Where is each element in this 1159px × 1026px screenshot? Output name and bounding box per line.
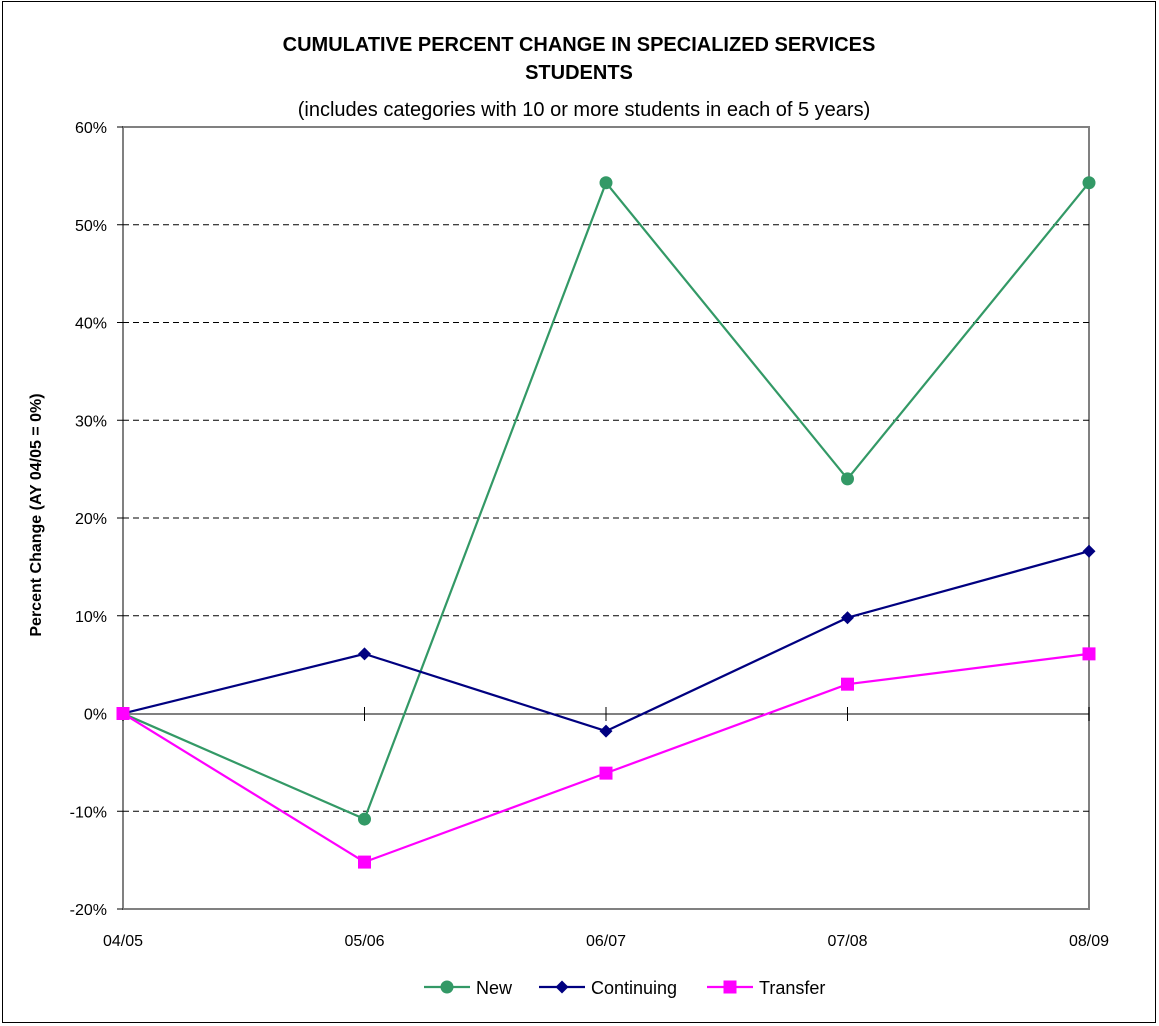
series-line-transfer [122, 652, 1090, 864]
chart-title-line2: STUDENTS [525, 62, 633, 84]
data-point-transfer [1082, 647, 1096, 661]
data-point-transfer [358, 855, 371, 869]
x-tick-label: 07/08 [827, 933, 867, 950]
chart-title: CUMULATIVE PERCENT CHANGE IN SPECIALIZED… [283, 34, 876, 56]
legend-marker-new [440, 980, 454, 994]
y-axis-label: Percent Change (AY 04/05 = 0%) [28, 393, 45, 636]
data-point-new [841, 472, 854, 486]
data-point-new [1082, 176, 1096, 190]
legend-label-new: New [476, 978, 513, 998]
data-point-transfer [116, 707, 130, 720]
y-tick-label: 20% [75, 511, 107, 528]
x-tick-label: 05/06 [344, 933, 384, 950]
data-point-continuing [841, 611, 854, 625]
y-tick-label: 60% [75, 120, 107, 137]
plot-area: -20% -10% 0% 10% 20% 30% 40% 50% 60% 04/05 05/06 06… [70, 120, 1109, 950]
data-point-continuing [599, 724, 613, 738]
data-point-transfer [599, 766, 613, 780]
data-point-transfer [841, 677, 854, 691]
legend-label-transfer: Transfer [759, 978, 825, 998]
legend-marker-continuing [555, 980, 569, 994]
y-tick-label: -20% [70, 902, 107, 919]
series-line-new [122, 180, 1090, 821]
x-tick-label: 06/07 [586, 933, 626, 950]
data-point-new [358, 812, 371, 826]
series-line-continuing [122, 550, 1090, 733]
y-tick-label: 30% [75, 413, 107, 430]
y-tick-label: 40% [75, 316, 107, 333]
y-tick-label: 10% [75, 609, 107, 626]
data-point-continuing [358, 647, 371, 661]
x-tick-label: 08/09 [1069, 933, 1109, 950]
data-point-continuing [1082, 544, 1096, 558]
legend-marker-transfer [723, 980, 737, 994]
y-tick-label: 50% [75, 218, 107, 235]
y-tick-label: 0% [84, 707, 107, 724]
chart-subtitle: (includes categories with 10 or more stu… [298, 99, 871, 121]
y-tick-label: -10% [70, 804, 107, 821]
legend: New Continuing Transfer [424, 978, 825, 998]
data-point-new [599, 176, 613, 190]
x-tick-label: 04/05 [103, 933, 143, 950]
legend-label-continuing: Continuing [591, 978, 677, 998]
